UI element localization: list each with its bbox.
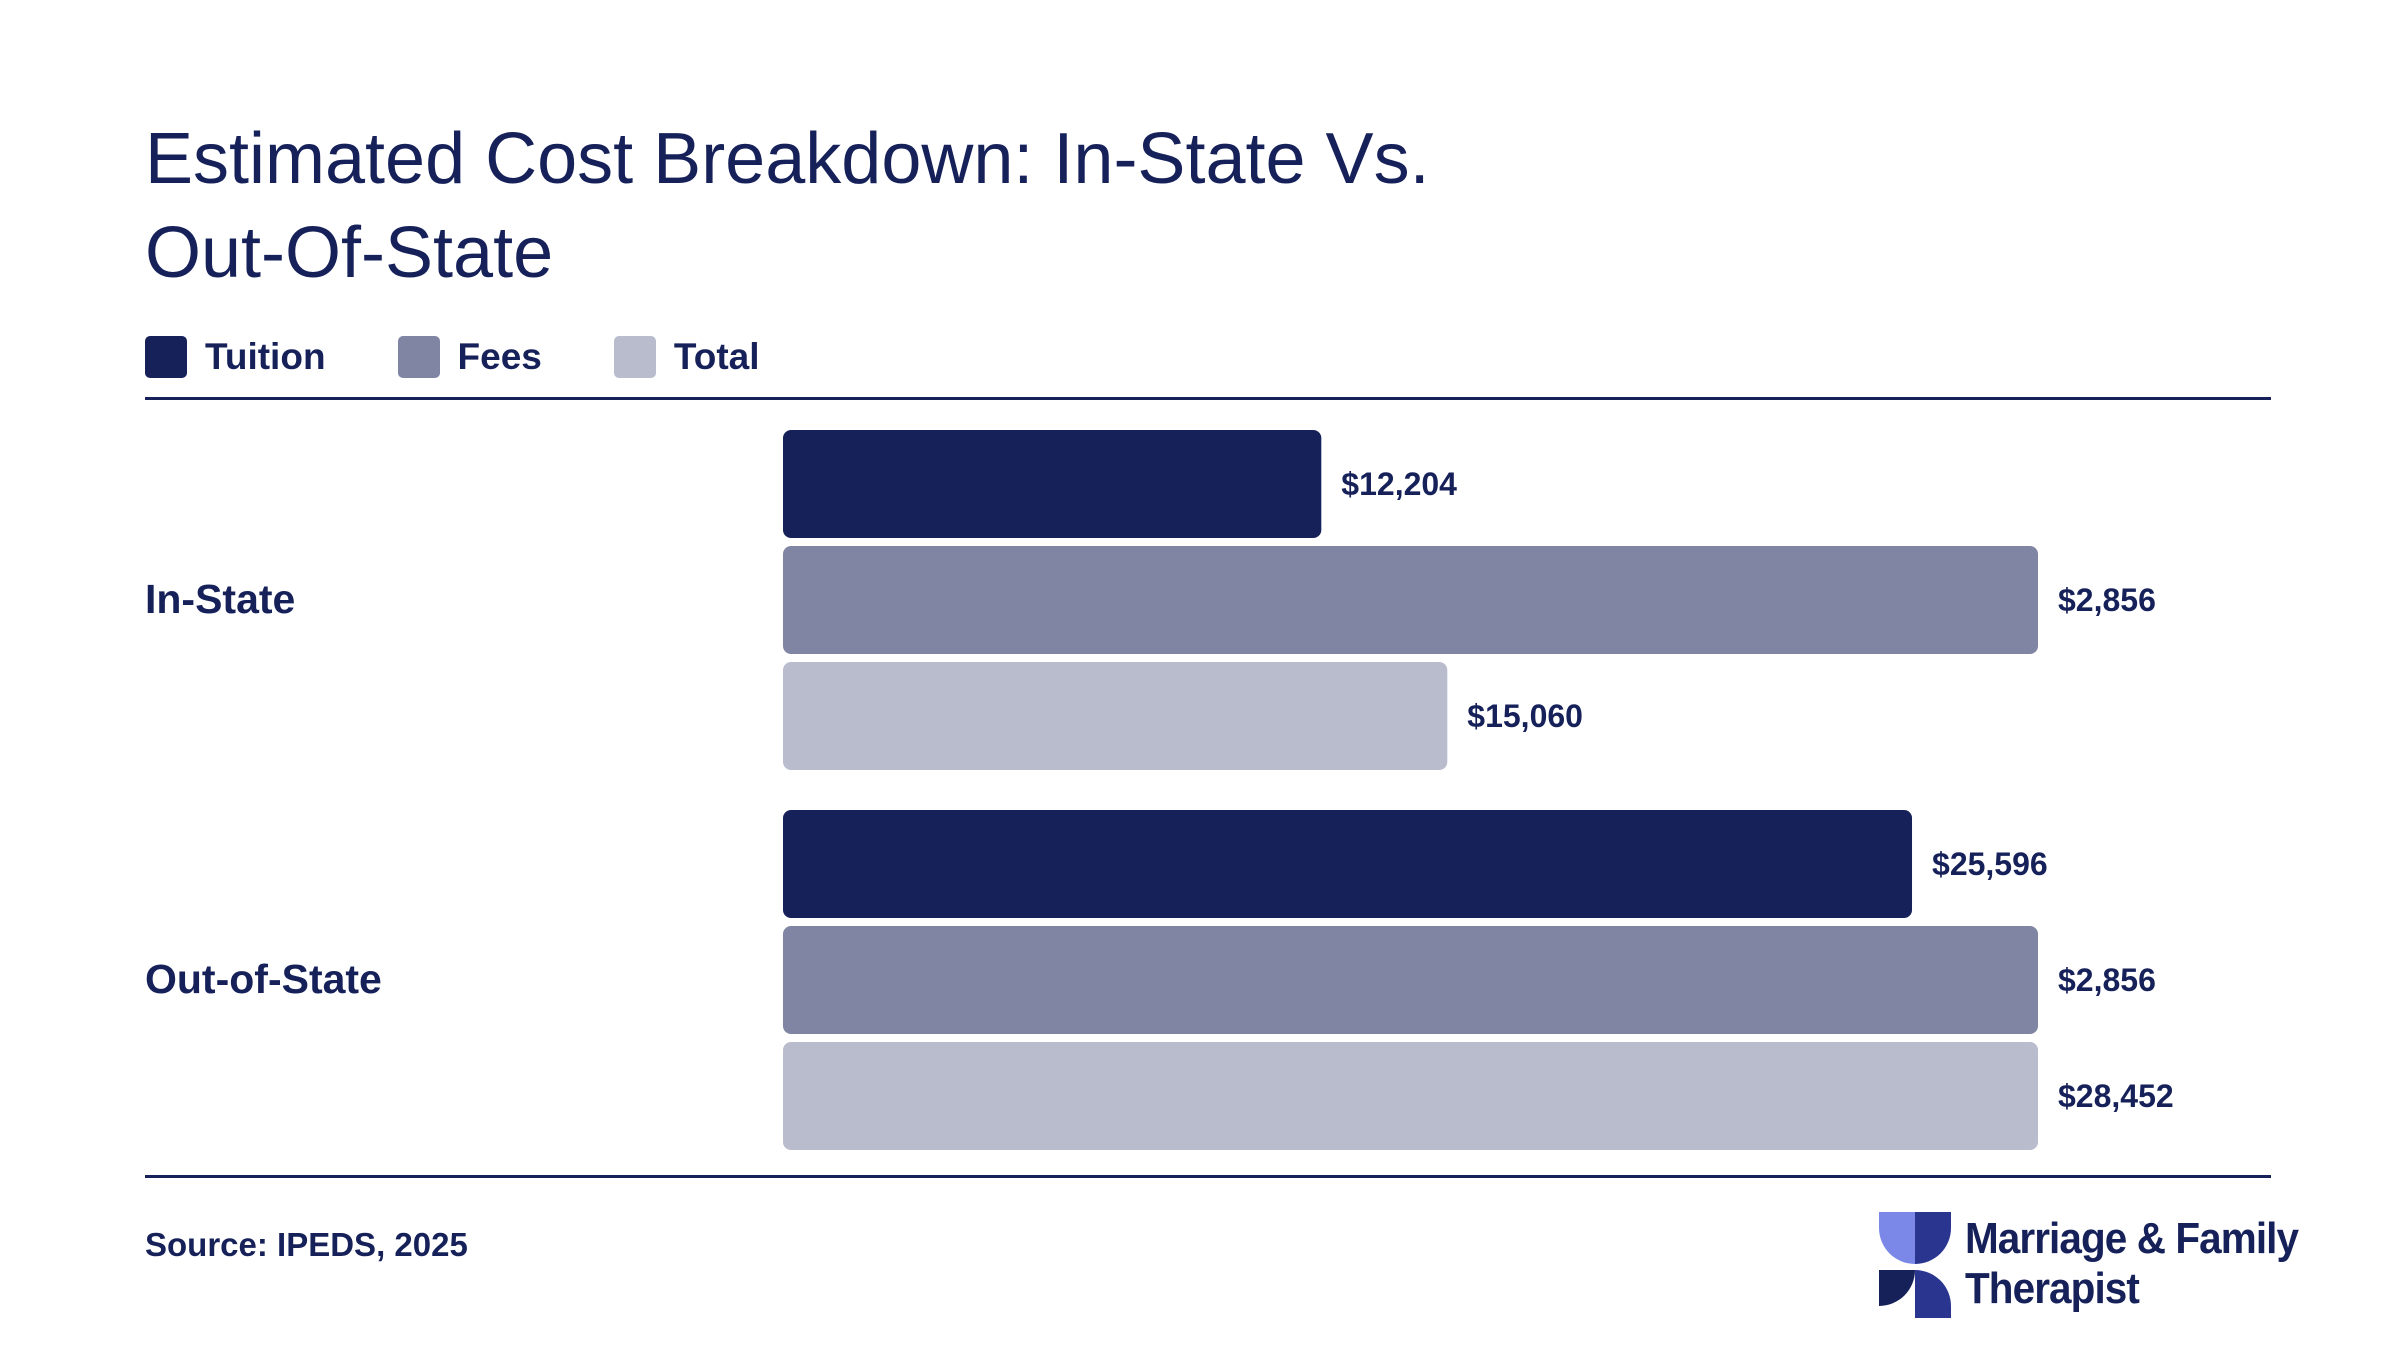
pinwheel-logo-icon bbox=[1879, 1212, 1951, 1318]
logo-wordmark: Marriage & Family Therapist bbox=[1965, 1214, 2299, 1314]
value-label-tuition-in-state: $12,204 bbox=[1341, 466, 1457, 502]
legend-label-fees: Fees bbox=[457, 336, 542, 377]
value-label-tuition-out-of-state: $25,596 bbox=[1932, 846, 2048, 882]
chart-legend: Tuition Fees Total bbox=[145, 334, 832, 380]
category-label-out-of-state: Out-of-State bbox=[145, 956, 382, 1002]
value-label-total-in-state: $15,060 bbox=[1467, 698, 1583, 734]
chart-title-line-2: Out-Of-State bbox=[145, 213, 554, 293]
value-label-total-out-of-state: $28,452 bbox=[2058, 1078, 2174, 1114]
logo-line-2: Therapist bbox=[1965, 1264, 2140, 1313]
legend-label-total: Total bbox=[673, 336, 760, 377]
bar-total-in-state bbox=[783, 662, 1448, 770]
legend-swatch-tuition bbox=[145, 336, 187, 378]
chart-title-line-1: Estimated Cost Breakdown: In-State Vs. bbox=[145, 119, 1430, 199]
brand-logo: Marriage & Family Therapist bbox=[1875, 1212, 2299, 1322]
bar-tuition-out-of-state bbox=[783, 810, 1913, 918]
source-note: Source: IPEDS, 2025 bbox=[145, 1226, 468, 1263]
bar-tuition-in-state bbox=[783, 430, 1322, 538]
legend-item-fees: Fees bbox=[397, 336, 542, 378]
value-label-fees-in-state: $2,856 bbox=[2058, 582, 2156, 618]
category-label-in-state: In-State bbox=[145, 576, 295, 622]
bottom-divider bbox=[145, 1175, 2271, 1178]
value-label-fees-out-of-state: $2,856 bbox=[2058, 962, 2156, 998]
top-divider bbox=[145, 397, 2271, 400]
legend-swatch-total bbox=[613, 336, 656, 378]
bar-total-out-of-state bbox=[783, 1042, 2038, 1150]
bar-fees-out-of-state bbox=[783, 926, 2038, 1034]
legend-item-tuition: Tuition bbox=[145, 336, 326, 378]
legend-swatch-fees bbox=[397, 336, 440, 378]
bar-fees-in-state bbox=[783, 546, 2038, 654]
legend-item-total: Total bbox=[613, 336, 760, 378]
logo-line-1: Marriage & Family bbox=[1965, 1214, 2299, 1263]
legend-label-tuition: Tuition bbox=[205, 336, 326, 377]
chart-title: Estimated Cost Breakdown: In-State Vs. O… bbox=[145, 112, 1645, 300]
